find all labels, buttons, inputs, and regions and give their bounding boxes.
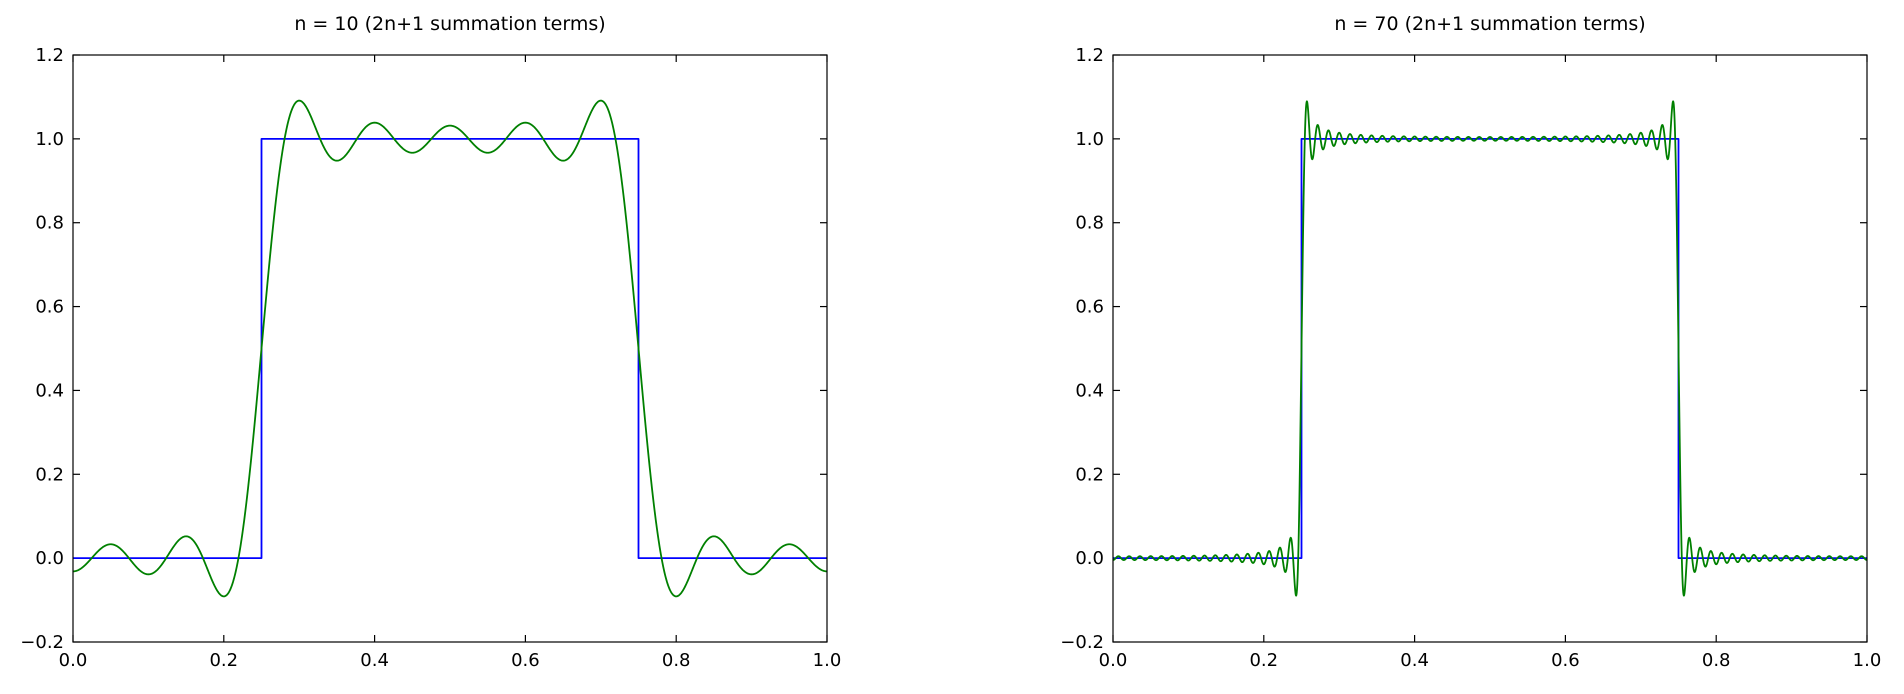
x-tick-label: 0.4 (1400, 650, 1429, 671)
y-tick-label: 0.8 (1075, 213, 1104, 234)
x-tick-label: 0.2 (1249, 650, 1278, 671)
x-tick-label: 0.8 (1702, 650, 1731, 671)
x-tick-label: 0.2 (209, 650, 238, 671)
y-tick-label: 0.2 (1075, 464, 1104, 485)
x-tick-label: 0.6 (511, 650, 540, 671)
x-tick-label: 0.0 (59, 650, 88, 671)
x-tick-label: 0.4 (360, 650, 389, 671)
y-tick-label: 1.0 (1075, 129, 1104, 150)
y-tick-label: 1.2 (35, 45, 64, 66)
y-tick-label: 0.4 (35, 380, 64, 401)
square-wave-line (1113, 137, 1867, 560)
x-tick-label: 0.8 (662, 650, 691, 671)
y-tick-label: 0.4 (1075, 380, 1104, 401)
square-wave-line (73, 137, 827, 560)
y-tick-label: 1.0 (35, 129, 64, 150)
fourier-sum-line (1112, 100, 1868, 597)
plot-frame (1112, 54, 1868, 643)
chart-title-right: n = 70 (2n+1 summation terms) (1334, 13, 1646, 35)
x-tick-label: 1.0 (813, 650, 842, 671)
y-tick-label: 0.0 (35, 548, 64, 569)
y-tick-label: 0.2 (35, 464, 64, 485)
y-tick-label: 0.0 (1075, 548, 1104, 569)
x-tick-label: 0.0 (1099, 650, 1128, 671)
plot-frame (72, 54, 828, 643)
x-tick-label: 0.6 (1551, 650, 1580, 671)
x-tick-label: 1.0 (1853, 650, 1882, 671)
y-tick-label: −0.2 (1060, 632, 1104, 653)
y-tick-label: 1.2 (1075, 45, 1104, 66)
fourier-sum-line (72, 99, 828, 598)
y-tick-label: −0.2 (20, 632, 64, 653)
axes-right: 0.0 0.2 0.4 0.6 0.8 1.0−0.20.00.20.40.60.81.0… (1060, 45, 1881, 671)
y-tick-label: 0.8 (35, 213, 64, 234)
chart-title-left: n = 10 (2n+1 summation terms) (294, 13, 606, 35)
y-tick-label: 0.6 (1075, 297, 1104, 318)
axes-left: 0.0 0.2 0.4 0.6 0.8 1.0−0.20.00.20.40.60.81.0… (20, 45, 841, 671)
y-tick-label: 0.6 (35, 297, 64, 318)
